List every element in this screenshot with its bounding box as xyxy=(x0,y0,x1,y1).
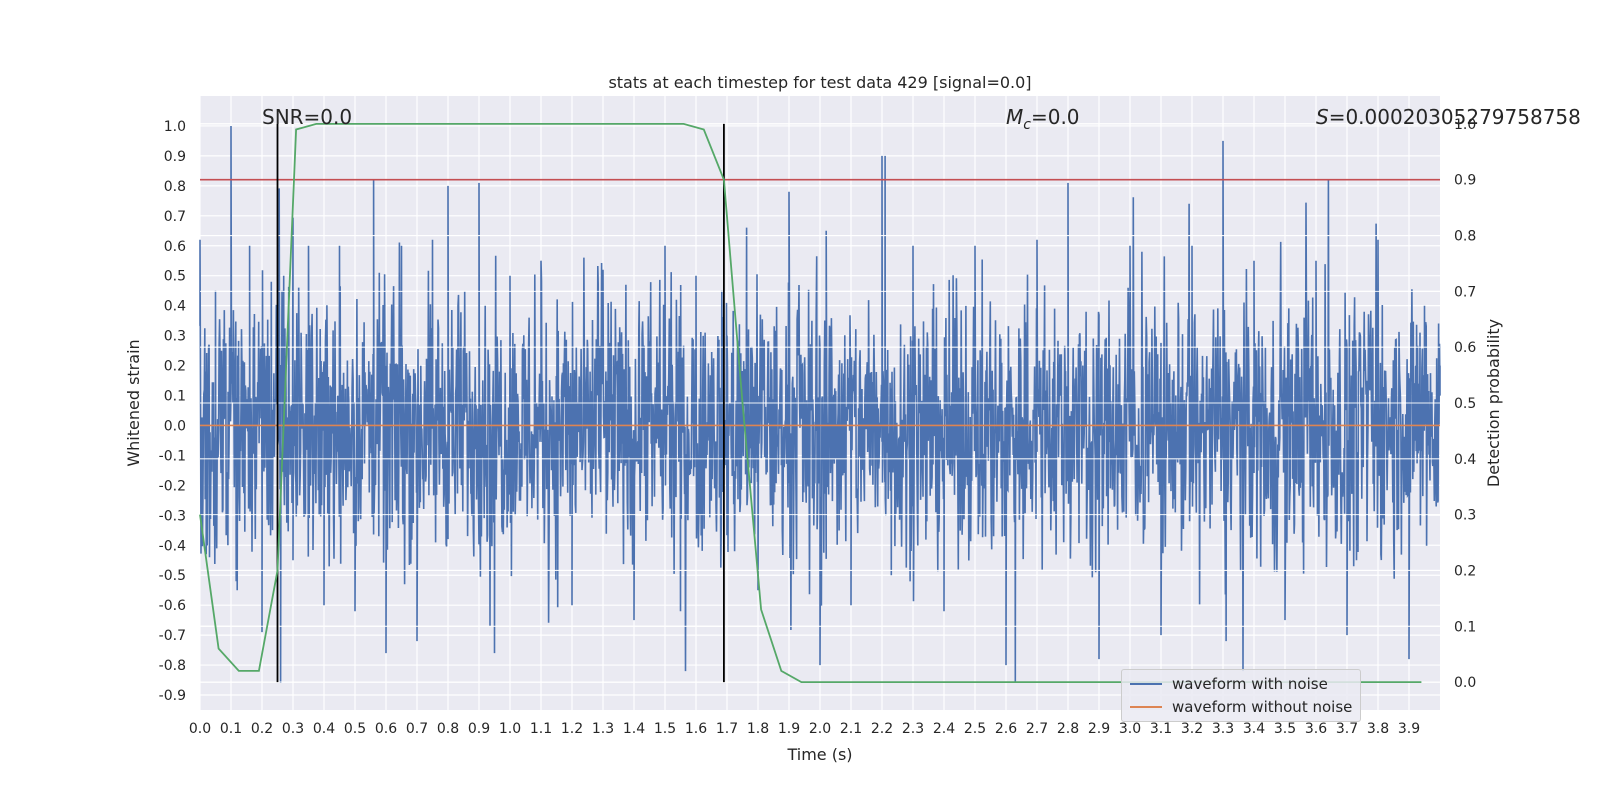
x-tick-label: 0.7 xyxy=(406,721,428,737)
legend-label: waveform without noise xyxy=(1172,698,1353,716)
y-tick-label: 0.6 xyxy=(164,239,186,255)
waveform-with-noise-line xyxy=(199,125,1441,684)
x-tick-label: 1.3 xyxy=(592,721,614,737)
y-tick-label: 1.0 xyxy=(164,119,186,135)
x-tick-label: 2.7 xyxy=(1026,721,1048,737)
y2-tick-label: 0.9 xyxy=(1454,173,1476,189)
y-tick-labels: 1.0 0.9 0.8 0.7 0.6 0.5 0.4 0.3 0.2 0.1 0.0 -0.1 -0.… xyxy=(159,119,186,704)
y-tick-label: 0.4 xyxy=(164,299,186,315)
y2-tick-labels: 1.0 0.9 0.8 0.7 0.6 0.5 0.4 0.3 0.2 0.1 0.0 xyxy=(1454,117,1476,691)
s-value: =0.00020305279758758 xyxy=(1329,105,1581,129)
x-tick-label: 1.2 xyxy=(561,721,583,737)
chart-title: stats at each timestep for test data 429… xyxy=(608,73,1031,92)
x-tick-label: 2.8 xyxy=(1057,721,1079,737)
x-tick-label: 3.6 xyxy=(1305,721,1327,737)
x-tick-label: 1.8 xyxy=(747,721,769,737)
x-tick-label: 0.8 xyxy=(437,721,459,737)
y2-tick-label: 0.6 xyxy=(1454,340,1476,356)
y-tick-label: 0.1 xyxy=(164,389,186,405)
x-tick-label: 0.6 xyxy=(375,721,397,737)
x-tick-label: 3.3 xyxy=(1212,721,1234,737)
legend-label: waveform with noise xyxy=(1172,675,1328,693)
x-tick-label: 3.5 xyxy=(1274,721,1296,737)
y2-tick-label: 0.0 xyxy=(1454,675,1476,691)
y2-tick-label: 0.2 xyxy=(1454,563,1476,579)
y-tick-label: -0.6 xyxy=(159,598,186,614)
x-tick-label: 1.4 xyxy=(623,721,645,737)
chirp-mass-symbol: M xyxy=(1006,105,1023,129)
x-tick-label: 3.9 xyxy=(1398,721,1420,737)
x-tick-label: 3.8 xyxy=(1367,721,1389,737)
x-tick-label: 1.9 xyxy=(778,721,800,737)
y2-tick-label: 0.3 xyxy=(1454,508,1476,524)
legend-item-without-noise: waveform without noise xyxy=(1130,696,1352,718)
x-axis-label: Time (s) xyxy=(786,745,852,764)
y2-tick-label: 1.0 xyxy=(1454,117,1476,133)
y-tick-label: 0.7 xyxy=(164,209,186,225)
x-tick-label: 1.1 xyxy=(530,721,552,737)
y2-tick-label: 0.8 xyxy=(1454,229,1476,245)
y-tick-label: -0.8 xyxy=(159,658,186,674)
x-tick-label: 0.0 xyxy=(189,721,211,737)
y2-tick-label: 0.4 xyxy=(1454,452,1476,468)
series-waveform-with-noise xyxy=(199,125,1441,684)
x-tick-label: 2.1 xyxy=(840,721,862,737)
x-tick-label: 0.1 xyxy=(220,721,242,737)
s-annotation: S=0.00020305279758758 xyxy=(1316,105,1581,129)
x-tick-labels: 0.0 0.1 0.2 0.3 0.4 0.5 0.6 0.7 0.8 0.9 1.0 1.1 1.2 1… xyxy=(189,721,1420,737)
legend-item-with-noise: waveform with noise xyxy=(1130,673,1328,695)
legend: waveform with noise waveform without noi… xyxy=(1121,669,1361,722)
y-tick-label: 0.3 xyxy=(164,329,186,345)
x-tick-label: 1.0 xyxy=(499,721,521,737)
y-tick-label: -0.7 xyxy=(159,628,186,644)
x-tick-label: 1.7 xyxy=(716,721,738,737)
s-symbol: S xyxy=(1316,105,1329,129)
y-tick-label: -0.1 xyxy=(159,448,186,464)
x-tick-label: 3.7 xyxy=(1336,721,1358,737)
x-tick-label: 2.0 xyxy=(809,721,831,737)
y-tick-label: 0.8 xyxy=(164,179,186,195)
snr-annotation: SNR=0.0 xyxy=(262,105,352,129)
legend-swatch-blue xyxy=(1130,683,1162,685)
x-tick-label: 0.4 xyxy=(313,721,335,737)
x-tick-label: 0.3 xyxy=(282,721,304,737)
y2-axis-label: Detection probability xyxy=(1484,319,1503,487)
x-tick-label: 0.2 xyxy=(251,721,273,737)
x-tick-label: 0.9 xyxy=(468,721,490,737)
y-tick-label: 0.0 xyxy=(164,418,186,434)
x-tick-label: 3.0 xyxy=(1119,721,1141,737)
y-tick-label: 0.2 xyxy=(164,359,186,375)
x-tick-label: 3.2 xyxy=(1181,721,1203,737)
x-tick-label: 3.4 xyxy=(1243,721,1265,737)
overlays xyxy=(199,123,1440,683)
y-tick-label: -0.2 xyxy=(159,478,186,494)
y2-tick-label: 0.7 xyxy=(1454,284,1476,300)
x-tick-label: 2.9 xyxy=(1088,721,1110,737)
chirp-mass-annotation: Mc=0.0 xyxy=(1006,105,1080,133)
x-tick-label: 3.1 xyxy=(1150,721,1172,737)
x-tick-label: 1.5 xyxy=(654,721,676,737)
y2-tick-label: 0.5 xyxy=(1454,396,1476,412)
y-axis-label: Whitened strain xyxy=(124,339,143,466)
y-tick-label: -0.3 xyxy=(159,508,186,524)
x-tick-label: 2.5 xyxy=(964,721,986,737)
x-tick-label: 2.6 xyxy=(995,721,1017,737)
x-tick-label: 2.4 xyxy=(933,721,955,737)
legend-swatch-orange xyxy=(1130,706,1162,708)
y2-tick-label: 0.1 xyxy=(1454,619,1476,635)
y-tick-label: 0.5 xyxy=(164,269,186,285)
x-tick-label: 1.6 xyxy=(685,721,707,737)
y-tick-label: -0.9 xyxy=(159,688,186,704)
y-tick-label: -0.5 xyxy=(159,568,186,584)
chirp-mass-subscript: c xyxy=(1023,117,1031,133)
x-tick-label: 2.2 xyxy=(871,721,893,737)
x-tick-label: 0.5 xyxy=(344,721,366,737)
y-tick-label: -0.4 xyxy=(159,538,186,554)
y-tick-label: 0.9 xyxy=(164,149,186,165)
x-tick-label: 2.3 xyxy=(902,721,924,737)
chirp-mass-value: =0.0 xyxy=(1031,105,1080,129)
detection-probability-line xyxy=(199,123,1422,683)
